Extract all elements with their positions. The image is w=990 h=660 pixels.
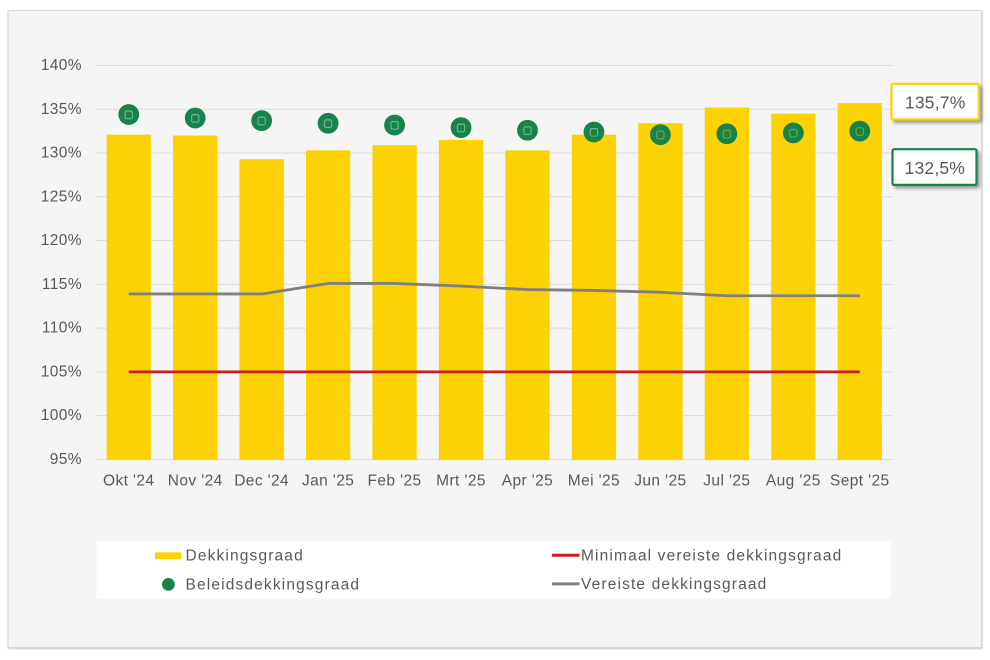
legend-label-vereiste: Vereiste dekkingsgraad xyxy=(581,576,767,593)
dekkingsgraad-bars xyxy=(106,103,882,461)
beleidsdekkingsgraad-dot-jun-25 xyxy=(649,124,671,146)
x-tick-label-apr-25: Apr '25 xyxy=(502,472,553,489)
legend-swatch-dekkingsgraad xyxy=(155,552,181,560)
legend-label-minimaal-vereiste: Minimaal vereiste dekkingsgraad xyxy=(581,548,842,565)
beleidsdekkingsgraad-dot-apr-25 xyxy=(517,119,538,141)
x-tick-label-nov-24: Nov '24 xyxy=(168,472,223,489)
beleidsdekkingsgraad-dot-sept-25 xyxy=(849,120,871,142)
y-tick-label-105: 105% xyxy=(41,363,82,380)
x-tick-label-jul-25: Jul '25 xyxy=(703,472,750,489)
y-tick-label-130: 130% xyxy=(41,145,82,162)
y-tick-label-135: 135% xyxy=(41,101,82,118)
bar-aug-25 xyxy=(771,113,816,461)
legend-swatch-beleidsdekkingsgraad xyxy=(162,578,175,591)
x-tick-label-jun-25: Jun '25 xyxy=(634,472,686,489)
callout-beleidsdekkingsgraad-value: 132,5% xyxy=(905,158,966,178)
bar-jan-25 xyxy=(305,150,351,461)
x-tick-label-okt-24: Okt '24 xyxy=(103,472,154,489)
legend-background xyxy=(96,540,891,599)
beleidsdekkingsgraad-dot-okt-24 xyxy=(118,104,140,125)
legend-label-beleidsdekkingsgraad: Beleidsdekkingsgraad xyxy=(186,576,361,593)
legend-label-dekkingsgraad: Dekkingsgraad xyxy=(186,548,304,565)
callout-beleidsdekkingsgraad: 132,5% xyxy=(891,148,978,186)
bar-dec-24 xyxy=(239,159,284,461)
reference-lines xyxy=(128,282,860,374)
x-tick-label-feb-25: Feb '25 xyxy=(368,472,422,489)
x-axis-labels: Okt '24 Nov '24 Dec '24 Jan '25 Feb '25 Mrt '… xyxy=(103,472,890,489)
x-tick-label-aug-25: Aug '25 xyxy=(766,472,821,489)
bar-okt-24 xyxy=(106,134,151,461)
beleidsdekkingsgraad-dot-mrt-25 xyxy=(450,117,472,139)
vereiste-dekkingsgraad-line xyxy=(128,282,860,298)
bar-sept-25 xyxy=(837,103,882,461)
bar-apr-25 xyxy=(505,150,550,461)
y-axis-labels: 95% 100% 105% 110% 115% 120% 125% 130% 135% 140% xyxy=(41,57,82,468)
legend: Dekkingsgraad Beleidsdekkingsgraad Minim… xyxy=(96,540,891,599)
x-tick-label-jan-25: Jan '25 xyxy=(302,472,354,489)
beleidsdekkingsgraad-dot-nov-24 xyxy=(184,107,206,129)
gridlines xyxy=(95,65,893,460)
x-tick-label-sept-25: Sept '25 xyxy=(830,472,890,489)
beleidsdekkingsgraad-dot-feb-25 xyxy=(384,114,405,136)
y-tick-label-115: 115% xyxy=(42,276,82,293)
beleidsdekkingsgraad-dot-jul-25 xyxy=(716,123,738,145)
bar-feb-25 xyxy=(372,145,417,461)
bar-nov-24 xyxy=(173,135,218,461)
callout-dekkingsgraad-value: 135,7% xyxy=(905,93,966,113)
beleidsdekkingsgraad-dot-dec-24 xyxy=(251,110,273,132)
x-tick-label-dec-24: Dec '24 xyxy=(234,472,289,489)
beleidsdekkingsgraad-dot-mei-25 xyxy=(583,121,605,143)
y-tick-label-140: 140% xyxy=(41,57,82,74)
y-tick-label-125: 125% xyxy=(41,188,82,205)
y-tick-label-100: 100% xyxy=(41,407,82,424)
y-tick-label-110: 110% xyxy=(42,320,82,337)
callouts: 135,7% 132,5% xyxy=(890,82,980,186)
beleidsdekkingsgraad-dot-aug-25 xyxy=(782,122,804,144)
callout-dekkingsgraad: 135,7% xyxy=(890,82,980,121)
bar-mrt-25 xyxy=(438,139,484,461)
y-tick-label-95: 95% xyxy=(50,451,82,468)
beleidsdekkingsgraad-dots xyxy=(118,104,871,146)
beleidsdekkingsgraad-dot-jan-25 xyxy=(317,112,339,134)
bar-mei-25 xyxy=(571,134,617,461)
x-tick-label-mrt-25: Mrt '25 xyxy=(436,472,486,489)
x-tick-label-mei-25: Mei '25 xyxy=(568,472,620,489)
y-tick-label-120: 120% xyxy=(41,232,82,249)
bar-jul-25 xyxy=(704,107,750,461)
